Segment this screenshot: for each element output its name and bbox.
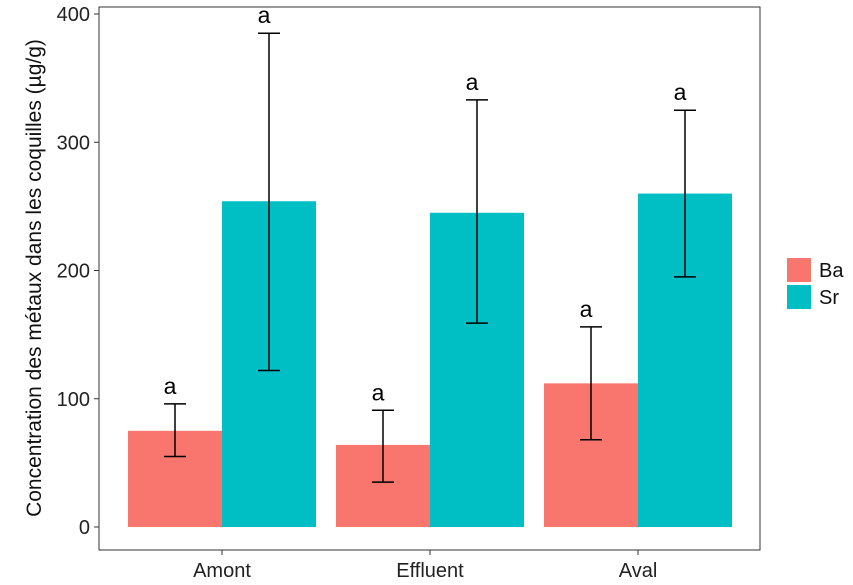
error-bar [466, 99, 488, 324]
y-tick-label: 200 [57, 261, 90, 283]
y-tick-label: 300 [57, 132, 90, 154]
error-bar [580, 326, 602, 441]
y-axis-title: Concentration des métaux dans les coquil… [23, 39, 46, 517]
error-bar [674, 109, 696, 278]
y-tick-label: 0 [79, 517, 90, 539]
x-tick-label: Amont [193, 560, 251, 582]
legend-label-sr: Sr [819, 287, 839, 309]
significance-label: a [258, 2, 271, 28]
error-bars [164, 32, 696, 483]
significance-label: a [466, 69, 479, 95]
error-bar [258, 32, 280, 372]
legend-key-ba [787, 258, 811, 282]
significance-label: a [372, 379, 385, 405]
y-tick-label: 100 [57, 389, 90, 411]
y-tick-label: 400 [57, 4, 90, 26]
y-axis: 0 100 200 300 400 [57, 4, 99, 539]
legend-label-ba: Ba [819, 260, 844, 282]
legend-key-sr [787, 285, 811, 309]
error-bar [164, 403, 186, 458]
legend: Ba Sr [787, 258, 844, 309]
x-tick-label: Effluent [396, 560, 464, 582]
significance-labels: a a a a a a [164, 2, 687, 405]
error-bar [372, 409, 394, 483]
significance-label: a [580, 296, 593, 322]
significance-label: a [164, 373, 177, 399]
x-axis: Amont Effluent Aval [193, 550, 657, 582]
significance-label: a [674, 79, 687, 105]
x-tick-label: Aval [619, 560, 658, 582]
